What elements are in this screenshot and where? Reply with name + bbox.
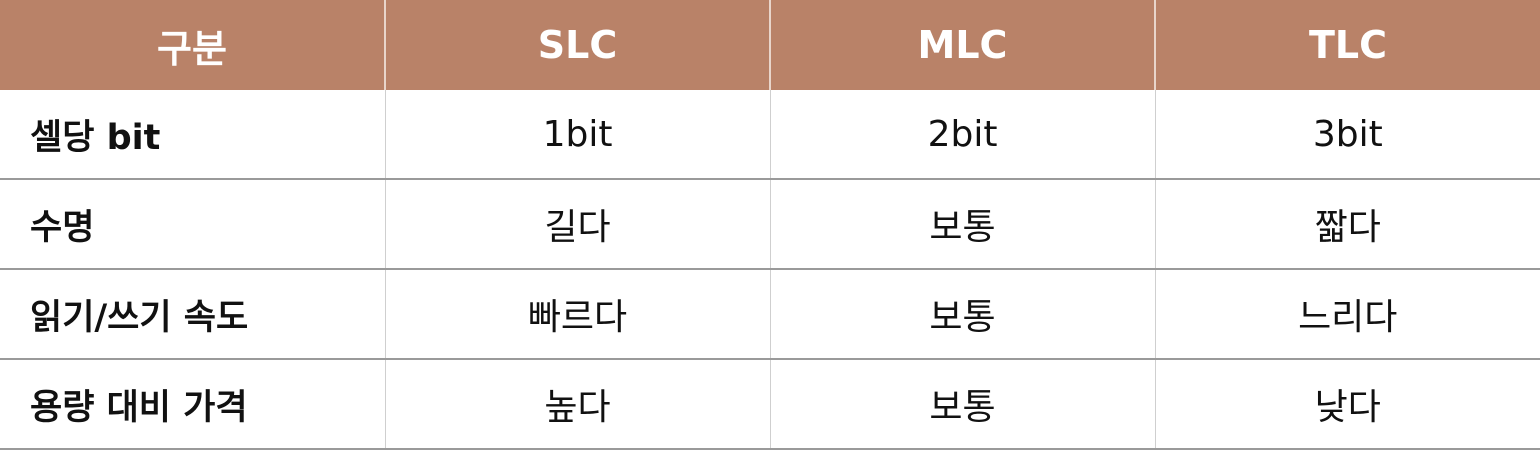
header-mlc: MLC	[769, 0, 1156, 90]
table-row: 셀당 bit 1bit 2bit 3bit	[0, 90, 1540, 180]
header-category: 구분	[0, 0, 386, 90]
cell-tlc: 3bit	[1154, 90, 1540, 180]
cell-tlc: 짧다	[1154, 179, 1540, 270]
row-label: 수명	[0, 179, 386, 270]
cell-tlc: 느리다	[1154, 269, 1540, 360]
row-label: 읽기/쓰기 속도	[0, 269, 386, 360]
cell-mlc: 보통	[769, 179, 1156, 270]
cell-mlc: 2bit	[769, 90, 1156, 180]
row-label: 셀당 bit	[0, 90, 386, 180]
cell-tlc: 낮다	[1154, 359, 1540, 450]
table-body: 셀당 bit 1bit 2bit 3bit 수명 길다 보통 짧다 읽기/쓰기 …	[0, 90, 1540, 450]
header-tlc: TLC	[1154, 0, 1540, 90]
cell-slc: 1bit	[384, 90, 771, 180]
table-row: 읽기/쓰기 속도 빠르다 보통 느리다	[0, 269, 1540, 360]
header-slc: SLC	[384, 0, 771, 90]
cell-mlc: 보통	[769, 269, 1156, 360]
table-row: 수명 길다 보통 짧다	[0, 179, 1540, 270]
table-row: 용량 대비 가격 높다 보통 낮다	[0, 359, 1540, 450]
cell-slc: 높다	[384, 359, 771, 450]
header-row: 구분 SLC MLC TLC	[0, 0, 1540, 90]
cell-slc: 빠르다	[384, 269, 771, 360]
cell-slc: 길다	[384, 179, 771, 270]
row-label: 용량 대비 가격	[0, 359, 386, 450]
table-header: 구분 SLC MLC TLC	[0, 0, 1540, 90]
cell-mlc: 보통	[769, 359, 1156, 450]
